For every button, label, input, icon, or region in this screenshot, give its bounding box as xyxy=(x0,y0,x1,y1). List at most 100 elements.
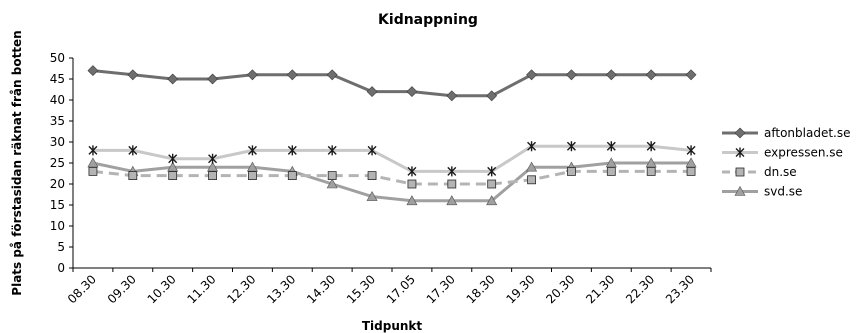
data-point-svd-se xyxy=(486,195,498,206)
series-line-dn-se xyxy=(92,169,692,186)
y-tick-label: 5 xyxy=(57,240,65,254)
data-point-aftonbladet-se xyxy=(326,69,338,81)
data-point-dn-se xyxy=(208,171,217,181)
data-point-aftonbladet-se xyxy=(87,65,99,77)
x-tick-label: 19.30 xyxy=(503,272,537,306)
data-point-dn-se xyxy=(168,171,178,181)
data-point-aftonbladet-se xyxy=(127,69,139,81)
data-point-dn-se xyxy=(447,179,457,189)
data-point-expressen-se xyxy=(487,166,497,177)
data-point-aftonbladet-se xyxy=(566,69,577,81)
data-point-expressen-se xyxy=(88,145,98,156)
y-tick-label: 20 xyxy=(50,177,65,191)
legend-marker xyxy=(735,147,745,158)
data-point-expressen-se xyxy=(168,153,178,164)
x-tick-label: 21.30 xyxy=(583,272,617,306)
data-point-dn-se xyxy=(128,171,138,181)
plot-area: 0 5 10 15 20 25 30 35 40 45 50 08.30 09.30 10.30 11.30… xyxy=(50,51,712,306)
data-point-svd-se xyxy=(446,195,458,206)
data-point-dn-se xyxy=(88,166,98,176)
data-point-aftonbladet-se xyxy=(486,90,498,102)
data-point-svd-se xyxy=(366,190,378,201)
data-point-svd-se xyxy=(167,161,179,172)
data-point-dn-se xyxy=(248,171,257,181)
data-point-dn-se xyxy=(606,166,616,176)
x-tick-label: 17.05 xyxy=(384,272,418,306)
x-tick-label: 12.30 xyxy=(224,272,258,306)
x-tick-label: 18.30 xyxy=(464,272,498,306)
data-point-dn-se xyxy=(367,171,377,181)
legend-label: dn.se xyxy=(764,165,797,179)
x-tick-label: 08.30 xyxy=(65,272,99,306)
data-point-aftonbladet-se xyxy=(167,73,179,85)
y-tick-label: 35 xyxy=(50,114,65,128)
y-tick-label: 40 xyxy=(50,93,65,107)
data-point-dn-se xyxy=(646,166,656,176)
legend-marker xyxy=(735,167,745,177)
x-tick-label: 13.30 xyxy=(264,272,298,306)
x-tick-label: 09.30 xyxy=(105,272,139,306)
x-tick-label: 17.30 xyxy=(424,272,458,306)
data-point-expressen-se xyxy=(247,145,257,156)
x-tick-label: 22.30 xyxy=(623,272,657,306)
x-tick-label: 20.30 xyxy=(543,272,577,306)
data-point-svd-se xyxy=(526,161,538,172)
y-tick-label: 50 xyxy=(50,51,65,65)
data-point-aftonbladet-se xyxy=(446,90,458,102)
data-point-dn-se xyxy=(567,166,576,176)
x-tick-label: 23.30 xyxy=(663,272,697,306)
y-tick-label: 25 xyxy=(50,156,65,170)
legend: aftonbladet.se expressen.se dn.se svd.se xyxy=(722,126,850,199)
data-point-svd-se xyxy=(246,161,258,172)
x-tick-label: 11.30 xyxy=(184,272,218,306)
data-point-aftonbladet-se xyxy=(685,69,697,81)
data-point-expressen-se xyxy=(208,153,218,164)
data-point-svd-se xyxy=(207,161,219,172)
data-point-dn-se xyxy=(407,179,417,189)
data-point-expressen-se xyxy=(128,145,138,156)
data-point-aftonbladet-se xyxy=(207,73,218,85)
data-point-expressen-se xyxy=(367,145,377,156)
data-point-expressen-se xyxy=(566,141,576,152)
data-point-svd-se xyxy=(326,178,338,189)
x-tick-label: 15.30 xyxy=(344,272,378,306)
legend-marker xyxy=(734,185,746,196)
data-point-svd-se xyxy=(406,195,418,206)
x-tick-label: 14.30 xyxy=(304,272,338,306)
y-tick-label: 0 xyxy=(57,261,65,275)
data-point-aftonbladet-se xyxy=(366,86,378,98)
series-line-svd-se xyxy=(92,161,692,203)
y-tick-label: 30 xyxy=(50,135,65,149)
data-point-expressen-se xyxy=(447,166,457,177)
data-point-dn-se xyxy=(686,166,696,176)
data-point-expressen-se xyxy=(407,166,417,177)
y-tick-label: 10 xyxy=(50,219,65,233)
data-point-aftonbladet-se xyxy=(526,69,537,81)
data-point-dn-se xyxy=(487,179,497,189)
x-axis-label: Tidpunkt xyxy=(362,319,423,333)
series-line-aftonbladet-se xyxy=(92,69,692,98)
data-point-expressen-se xyxy=(327,145,337,156)
data-point-dn-se xyxy=(287,171,297,181)
data-point-dn-se xyxy=(527,175,536,185)
y-axis-label: Plats på förstasidan räknat från botten xyxy=(10,30,24,295)
legend-label: aftonbladet.se xyxy=(764,126,850,140)
data-point-expressen-se xyxy=(646,141,656,152)
y-tick-label: 15 xyxy=(50,198,65,212)
data-point-expressen-se xyxy=(606,141,616,152)
data-point-aftonbladet-se xyxy=(247,69,258,81)
y-tick-label: 45 xyxy=(50,72,65,86)
data-point-dn-se xyxy=(327,171,337,181)
data-point-aftonbladet-se xyxy=(605,69,617,81)
data-point-aftonbladet-se xyxy=(645,69,657,81)
series-line-expressen-se xyxy=(92,144,692,173)
legend-marker xyxy=(734,127,746,139)
data-point-aftonbladet-se xyxy=(286,69,298,81)
chart-title: Kidnappning xyxy=(378,12,478,28)
legend-label: svd.se xyxy=(764,185,802,199)
legend-label: expressen.se xyxy=(764,146,843,160)
data-point-expressen-se xyxy=(686,145,696,156)
data-point-aftonbladet-se xyxy=(406,86,418,98)
data-point-expressen-se xyxy=(527,141,537,152)
